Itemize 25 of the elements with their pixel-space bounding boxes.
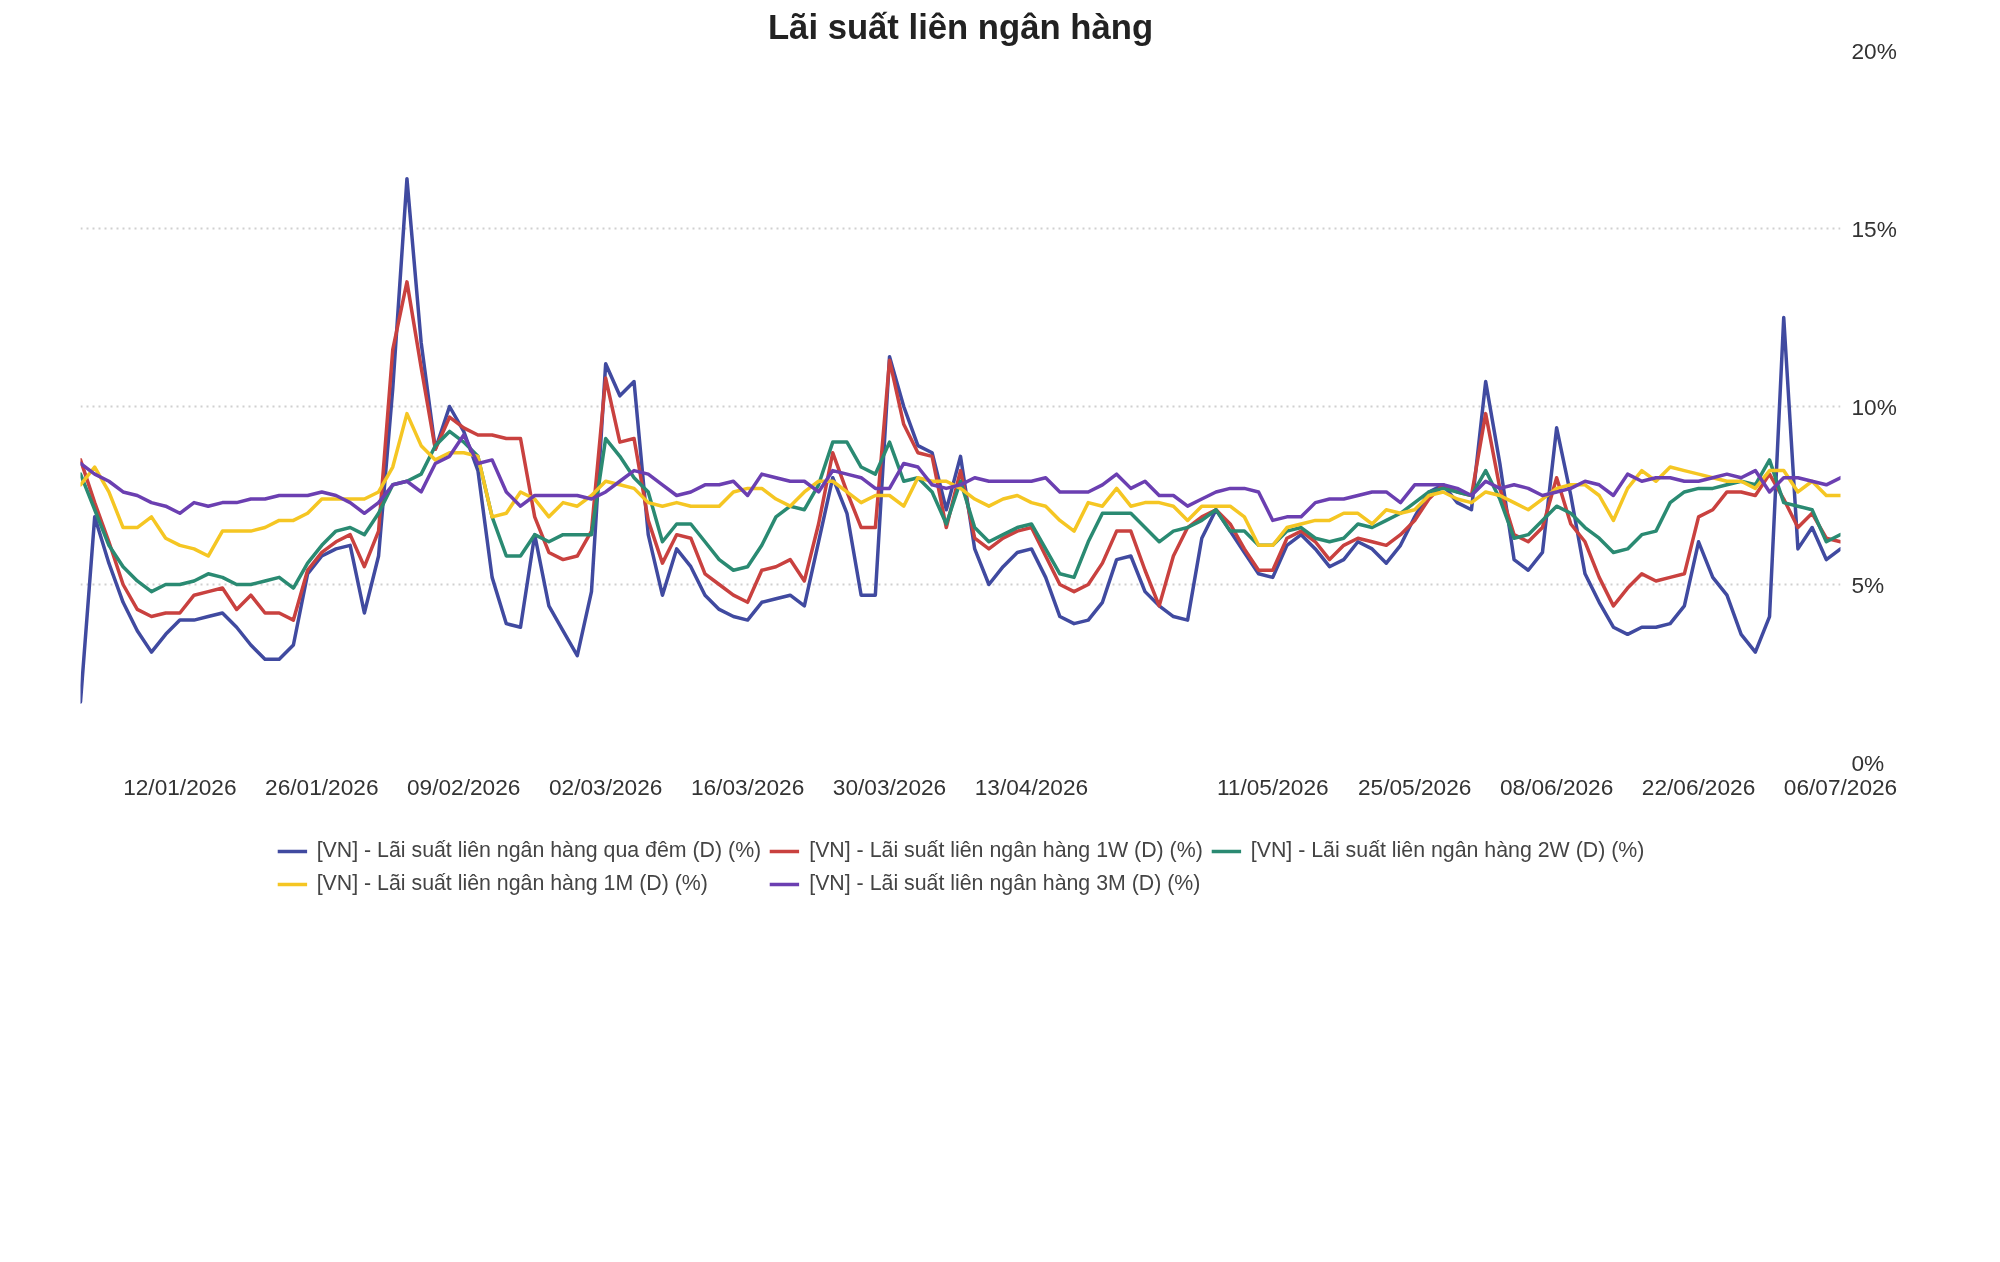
x-tick-label: 13/04/2026 [974, 773, 1089, 800]
y-tick-label: 15% [1851, 215, 1897, 242]
legend-label: [VN] - Lãi suất liên ngân hàng 1W (D) (%) [809, 838, 1203, 863]
x-tick-label: 06/07/2026 [1783, 773, 1898, 800]
y-tick-label: 10% [1851, 393, 1897, 420]
x-tick-label: 12/01/2026 [123, 773, 237, 800]
x-tick-label: 02/03/2026 [548, 773, 663, 800]
legend-label: [VN] - Lãi suất liên ngân hàng 1M (D) (%) [316, 871, 708, 896]
x-tick-label: 09/02/2026 [407, 773, 521, 800]
x-tick-label: 26/01/2026 [265, 773, 379, 800]
legend-label: [VN] - Lãi suất liên ngân hàng qua đêm (D) (%) [316, 838, 762, 863]
x-tick-label: 25/05/2026 [1358, 773, 1472, 800]
legend-label: [VN] - Lãi suất liên ngân hàng 3M (D) (%) [809, 871, 1201, 896]
line-series [80, 411, 1841, 558]
x-tick-label: 11/05/2026 [1216, 773, 1329, 800]
chart-title: Lãi suất liên ngân hàng [767, 7, 1154, 46]
y-tick-label: 20% [1851, 37, 1897, 64]
y-tick-label: 0% [1851, 749, 1885, 776]
legend-label: [VN] - Lãi suất liên ngân hàng 2W (D) (%) [1250, 838, 1645, 863]
line-series [80, 433, 1841, 523]
x-tick-label: 30/03/2026 [832, 773, 947, 800]
x-tick-label: 08/06/2026 [1499, 773, 1614, 800]
x-tick-label: 22/06/2026 [1641, 773, 1756, 800]
y-tick-label: 5% [1851, 571, 1885, 598]
x-tick-label: 16/03/2026 [690, 773, 805, 800]
